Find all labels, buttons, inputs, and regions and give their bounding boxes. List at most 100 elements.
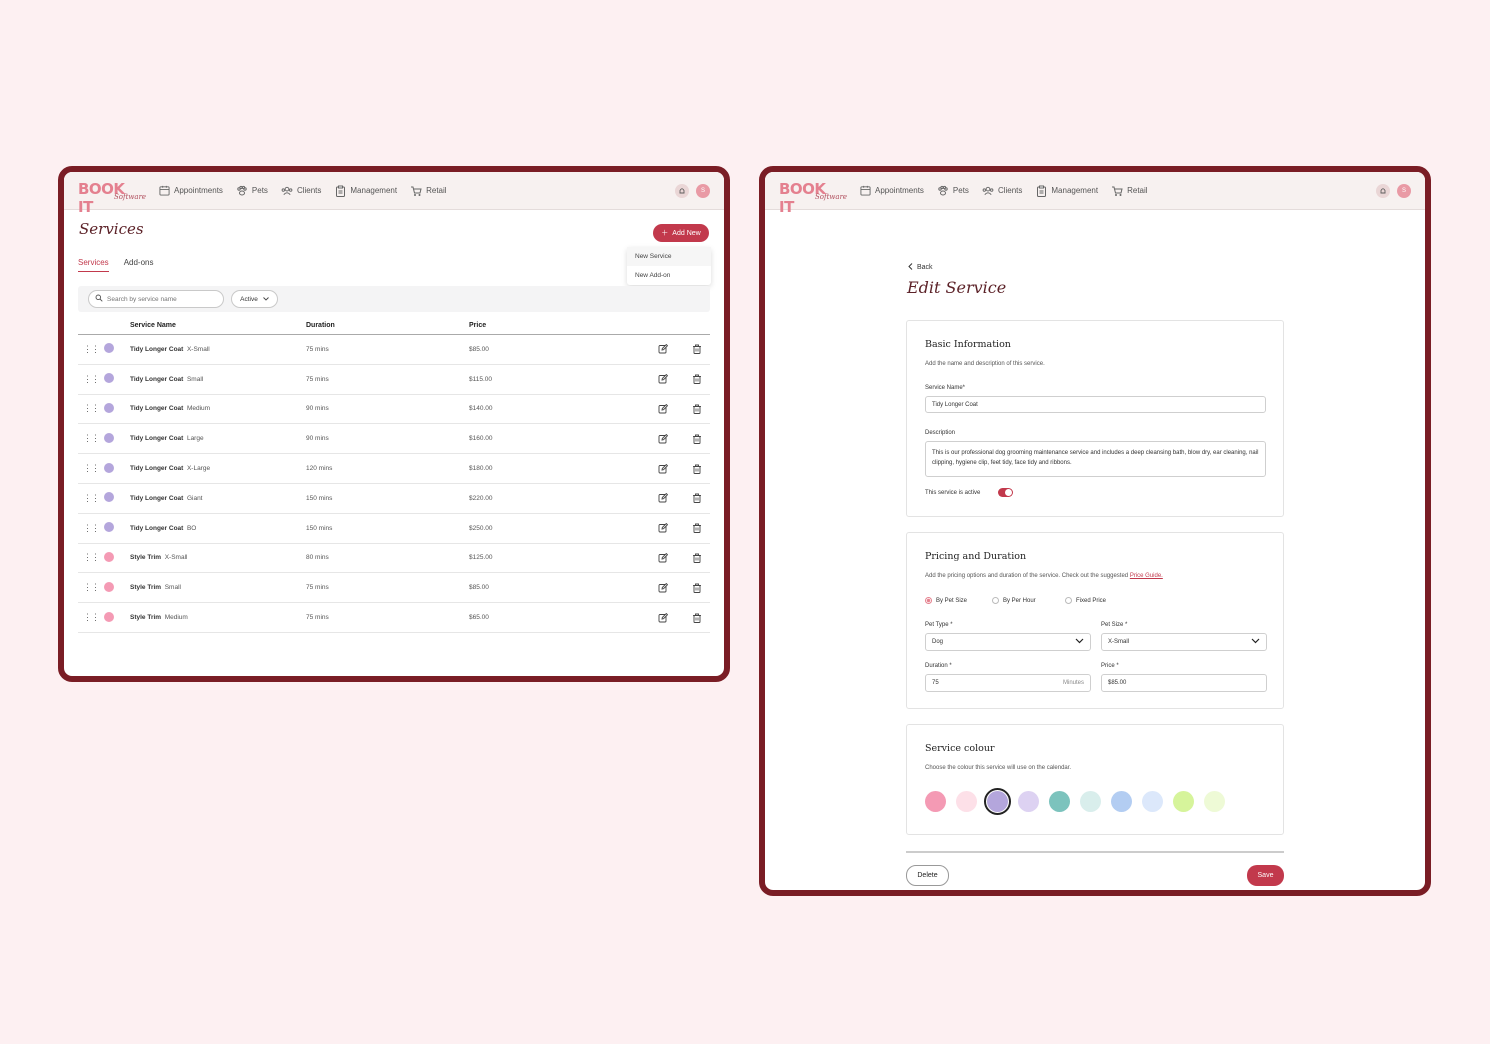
- trash-icon[interactable]: [692, 613, 702, 623]
- trash-icon[interactable]: [692, 434, 702, 444]
- trash-icon[interactable]: [692, 464, 702, 474]
- logo[interactable]: BOOK IT Software: [78, 178, 146, 216]
- radio-by-per-hour[interactable]: By Per Hour: [992, 597, 1036, 604]
- delete-button[interactable]: Delete: [906, 865, 949, 886]
- table-row[interactable]: ⋮⋮ Style Trim X-Small 80 mins $125.00: [78, 544, 710, 574]
- menu-item-new-service[interactable]: New Service: [627, 247, 711, 266]
- column-header-duration[interactable]: Duration: [306, 322, 335, 329]
- trash-icon[interactable]: [692, 523, 702, 534]
- avatar[interactable]: S: [696, 183, 710, 198]
- drag-handle-icon[interactable]: ⋮⋮: [83, 433, 100, 444]
- edit-icon[interactable]: [658, 374, 668, 384]
- add-new-button[interactable]: ＋ Add New: [653, 224, 709, 242]
- colour-swatch[interactable]: [1049, 791, 1070, 812]
- colour-swatch[interactable]: [956, 791, 977, 812]
- nav-clients[interactable]: Clients: [982, 185, 1022, 197]
- save-button[interactable]: Save: [1247, 865, 1284, 886]
- drag-handle-icon[interactable]: ⋮⋮: [83, 522, 100, 533]
- nav-retail[interactable]: Retail: [1111, 185, 1148, 197]
- edit-icon[interactable]: [658, 523, 668, 533]
- colour-swatch[interactable]: [1204, 791, 1225, 812]
- drag-handle-icon[interactable]: ⋮⋮: [83, 343, 100, 354]
- page-1-button[interactable]: 1: [598, 680, 617, 682]
- radio-fixed-price[interactable]: Fixed Price: [1065, 597, 1106, 604]
- colour-title: Service colour: [925, 743, 995, 754]
- nav-pets[interactable]: Pets: [937, 185, 969, 197]
- bell-icon[interactable]: [675, 183, 689, 198]
- search-input[interactable]: [107, 295, 207, 303]
- next-page-button[interactable]: ›: [693, 680, 712, 682]
- logo[interactable]: BOOK IT Software: [779, 178, 847, 216]
- table-row[interactable]: ⋮⋮ Tidy Longer Coat X-Small 75 mins $85.00: [78, 335, 710, 365]
- drag-handle-icon[interactable]: ⋮⋮: [83, 463, 100, 474]
- colour-swatch[interactable]: [1142, 791, 1163, 812]
- status-filter-select[interactable]: Active: [231, 290, 278, 308]
- trash-icon[interactable]: [692, 583, 702, 593]
- pet-type-select[interactable]: Dog: [925, 633, 1091, 651]
- colour-swatch[interactable]: [984, 788, 1011, 815]
- menu-item-new-addon[interactable]: New Add-on: [635, 272, 671, 279]
- page-title: Edit Service: [907, 278, 1007, 297]
- colour-swatch[interactable]: [1173, 791, 1194, 812]
- nav-clients[interactable]: Clients: [281, 185, 321, 197]
- table-row[interactable]: ⋮⋮ Tidy Longer Coat X-Large 120 mins $180.0…: [78, 454, 710, 484]
- nav-appointments[interactable]: Appointments: [859, 185, 924, 197]
- edit-icon[interactable]: [658, 582, 668, 593]
- nav-management[interactable]: Management: [334, 185, 397, 197]
- colour-swatch[interactable]: [1111, 791, 1132, 812]
- table-row[interactable]: ⋮⋮ Style Trim Medium 75 mins $65.00: [78, 603, 710, 633]
- table-row[interactable]: ⋮⋮ Tidy Longer Coat Small 75 mins $115.00: [78, 365, 710, 395]
- nav-appointments[interactable]: Appointments: [158, 185, 223, 197]
- service-name-input[interactable]: Tidy Longer Coat: [925, 396, 1266, 413]
- nav-pets[interactable]: Pets: [236, 185, 268, 197]
- price-input[interactable]: $85.00: [1101, 674, 1267, 692]
- page-3-button[interactable]: 3: [636, 680, 655, 682]
- page-10-button[interactable]: 10: [674, 680, 693, 682]
- nav-retail[interactable]: Retail: [410, 185, 447, 197]
- edit-icon[interactable]: [658, 403, 668, 414]
- nav-management[interactable]: Management: [1035, 185, 1098, 197]
- price-guide-link[interactable]: Price Guide.: [1129, 573, 1163, 579]
- description-textarea[interactable]: This is our professional dog grooming ma…: [925, 441, 1266, 477]
- edit-icon[interactable]: [658, 552, 668, 563]
- drag-handle-icon[interactable]: ⋮⋮: [83, 373, 100, 384]
- tab-addons[interactable]: Add-ons: [123, 258, 154, 267]
- drag-handle-icon[interactable]: ⋮⋮: [83, 403, 100, 414]
- description-label: Description: [925, 430, 956, 436]
- table-row[interactable]: ⋮⋮ Tidy Longer Coat Medium 90 mins $140.00: [78, 395, 710, 425]
- column-header-name[interactable]: Service Name: [130, 322, 176, 329]
- table-row[interactable]: ⋮⋮ Tidy Longer Coat Giant 150 mins $220.00: [78, 484, 710, 514]
- prev-page-button[interactable]: ‹: [579, 680, 598, 682]
- trash-icon[interactable]: [692, 344, 702, 355]
- avatar[interactable]: S: [1397, 183, 1411, 198]
- edit-icon[interactable]: [658, 344, 668, 354]
- drag-handle-icon[interactable]: ⋮⋮: [83, 492, 100, 503]
- drag-handle-icon[interactable]: ⋮⋮: [83, 582, 100, 593]
- table-row[interactable]: ⋮⋮ Tidy Longer Coat Large 90 mins $160.00: [78, 424, 710, 455]
- drag-handle-icon[interactable]: ⋮⋮: [83, 552, 100, 563]
- trash-icon[interactable]: [692, 404, 702, 414]
- search-field[interactable]: [88, 290, 224, 308]
- edit-icon[interactable]: [658, 493, 668, 503]
- drag-handle-icon[interactable]: ⋮⋮: [83, 612, 100, 623]
- column-header-price[interactable]: Price: [469, 322, 487, 329]
- trash-icon[interactable]: [692, 553, 702, 563]
- edit-icon[interactable]: [658, 463, 668, 474]
- trash-icon[interactable]: [692, 374, 702, 385]
- bell-icon[interactable]: [1376, 183, 1390, 198]
- table-row[interactable]: ⋮⋮ Style Trim Small 75 mins $85.00: [78, 573, 710, 604]
- duration-input[interactable]: 75 Minutes: [925, 674, 1091, 692]
- table-row[interactable]: ⋮⋮ Tidy Longer Coat BO 150 mins $250.00: [78, 514, 710, 544]
- trash-icon[interactable]: [692, 493, 702, 504]
- radio-by-pet-size[interactable]: By Pet Size: [925, 597, 967, 604]
- pet-size-select[interactable]: X-Small: [1101, 633, 1267, 651]
- active-toggle[interactable]: [998, 488, 1013, 497]
- edit-icon[interactable]: [658, 433, 668, 444]
- back-link[interactable]: Back: [908, 263, 933, 272]
- tab-services[interactable]: Services: [78, 258, 109, 272]
- edit-icon[interactable]: [658, 612, 668, 623]
- colour-swatch[interactable]: [1018, 791, 1039, 812]
- colour-swatch[interactable]: [1080, 791, 1101, 812]
- colour-swatch[interactable]: [925, 791, 946, 812]
- page-2-button[interactable]: 2: [617, 680, 636, 682]
